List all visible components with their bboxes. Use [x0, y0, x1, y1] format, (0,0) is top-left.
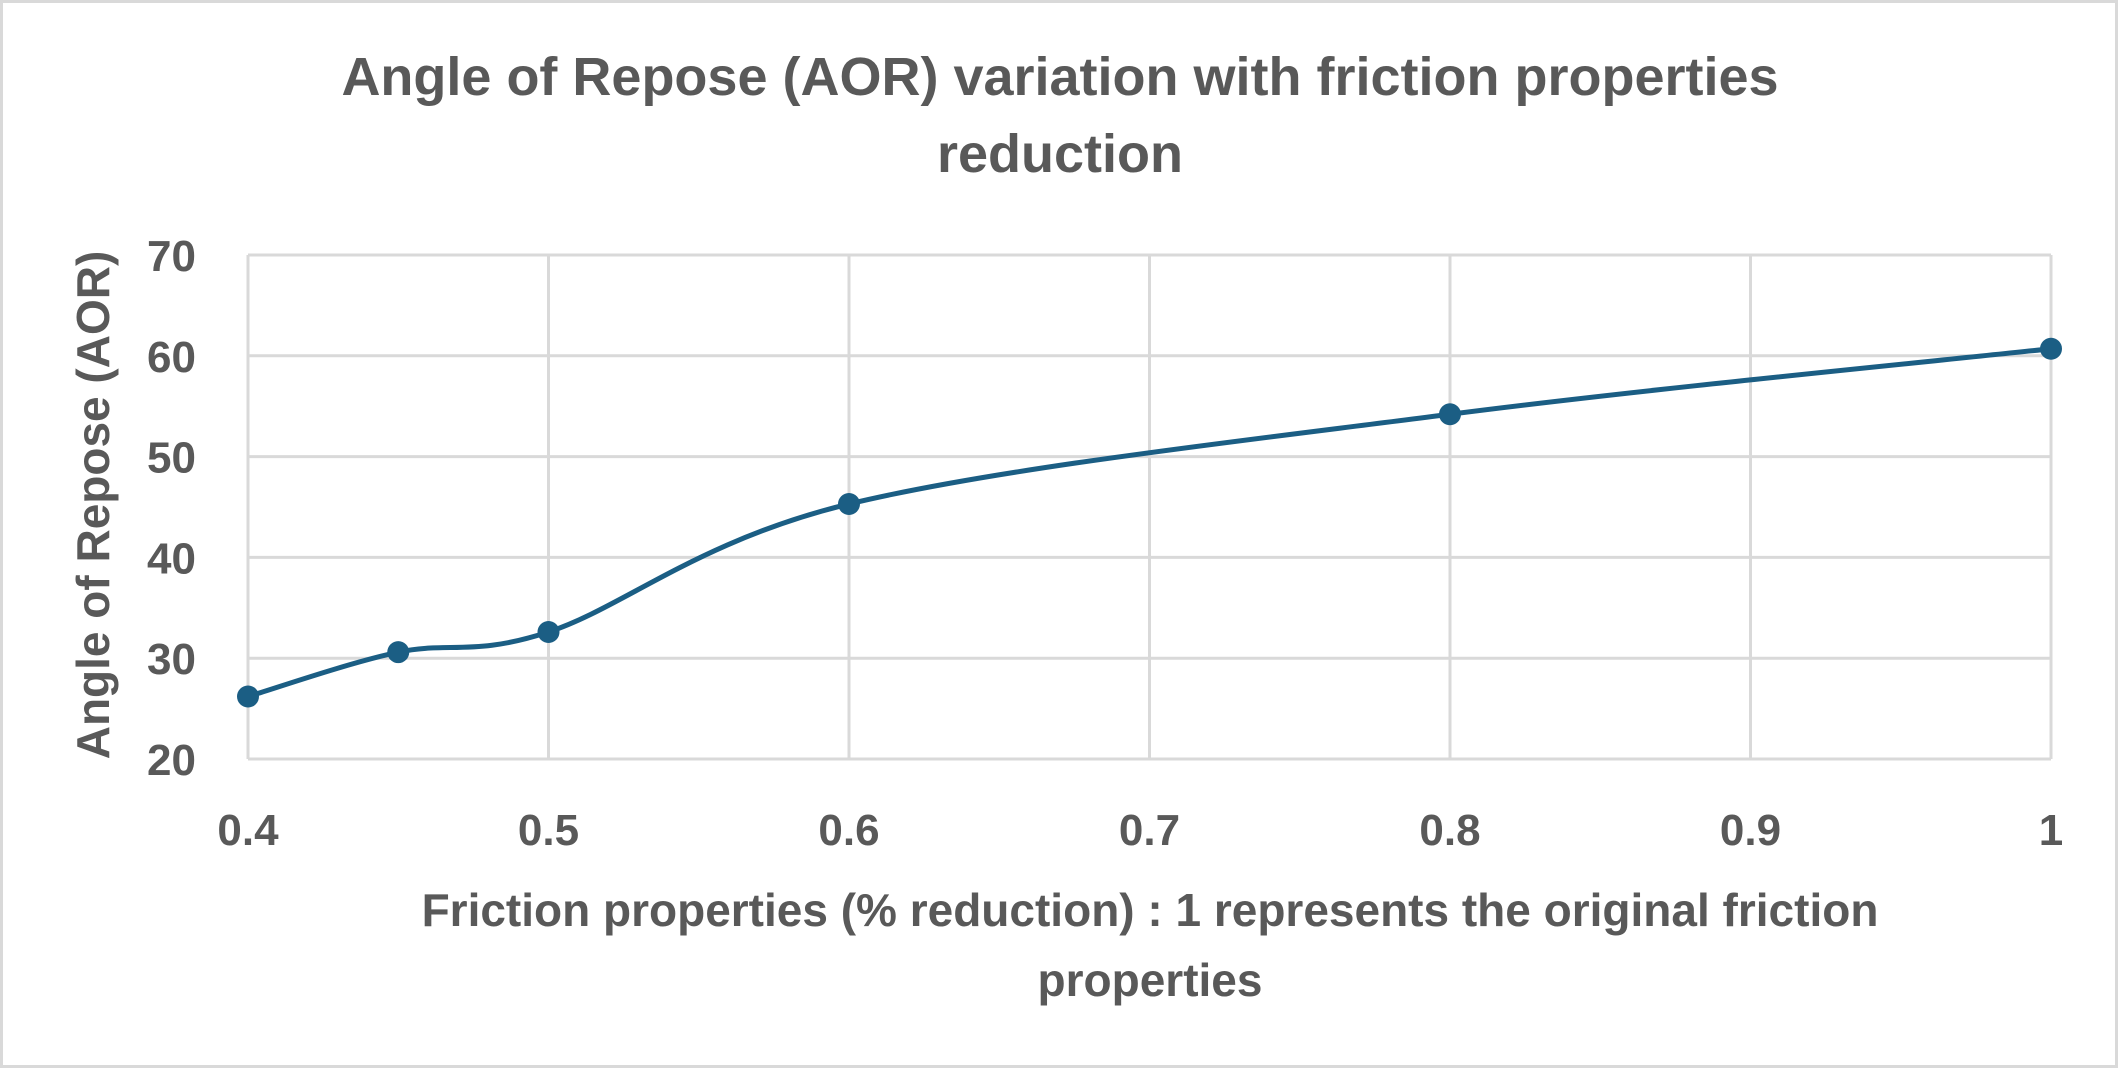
x-tick-label: 0.9 — [1720, 806, 1781, 855]
x-axis-title-line-2: properties — [1038, 954, 1263, 1006]
series-aor — [237, 337, 2062, 708]
x-tick-label: 0.4 — [217, 806, 279, 855]
y-tick-label: 40 — [147, 534, 196, 583]
y-axis-title: Angle of Repose (AOR) — [67, 251, 119, 760]
x-tick-label: 0.8 — [1419, 806, 1480, 855]
x-tick-label: 1 — [2039, 806, 2063, 855]
x-tick-label: 0.7 — [1119, 806, 1180, 855]
data-point-marker — [237, 685, 259, 708]
x-axis-tick-labels: 0.4 0.5 0.6 0.7 0.8 0.9 1 — [217, 806, 2063, 855]
y-axis-tick-labels: 20 30 40 50 60 70 — [147, 232, 196, 785]
data-point-marker — [387, 641, 410, 664]
data-point-marker — [1439, 403, 1461, 426]
y-tick-label: 60 — [147, 333, 196, 382]
y-tick-label: 70 — [147, 232, 196, 281]
y-tick-label: 50 — [147, 434, 196, 483]
y-tick-label: 30 — [147, 635, 196, 684]
gridlines — [246, 253, 2053, 761]
x-axis-title: Friction properties (% reduction) : 1 re… — [422, 884, 1879, 1006]
data-point-marker — [2040, 337, 2062, 360]
line-chart: Angle of Repose (AOR) variation with fri… — [67, 47, 2063, 1006]
x-tick-label: 0.5 — [518, 806, 579, 855]
chart-title-line-2: reduction — [937, 124, 1183, 184]
x-tick-label: 0.6 — [818, 806, 879, 855]
chart-title-line-1: Angle of Repose (AOR) variation with fri… — [341, 47, 1778, 107]
y-tick-label: 20 — [147, 736, 196, 785]
data-point-marker — [838, 492, 860, 515]
data-point-marker — [537, 620, 560, 643]
x-axis-title-line-1: Friction properties (% reduction) : 1 re… — [422, 884, 1879, 936]
chart-title: Angle of Repose (AOR) variation with fri… — [341, 47, 1778, 184]
